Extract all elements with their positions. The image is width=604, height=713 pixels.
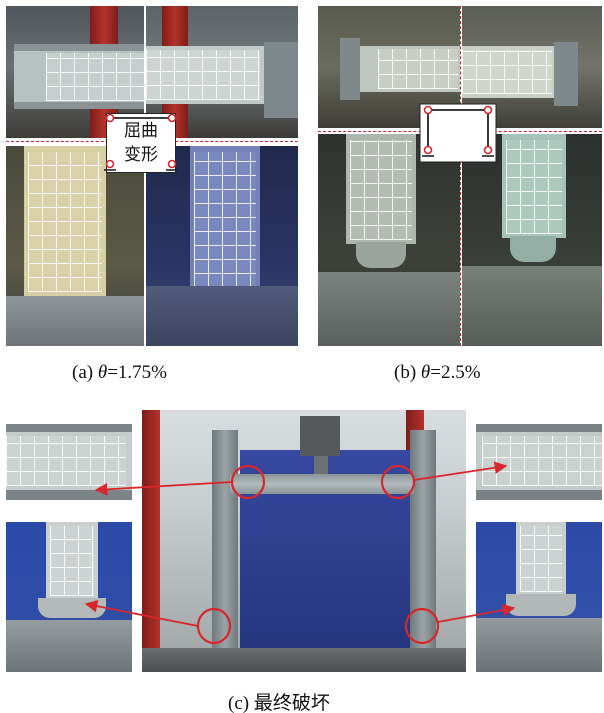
- photo-c-column-left: [6, 522, 132, 672]
- dash-line-b-vertical: [460, 6, 461, 346]
- photo-b-column-left: [318, 134, 460, 346]
- base-plate: [462, 266, 602, 346]
- actuator: [300, 416, 340, 456]
- test-column-right: [410, 430, 436, 654]
- photo-a-column-right: [146, 146, 298, 346]
- buckling-callout: 屈曲 变形: [106, 113, 176, 173]
- base-plate: [6, 296, 144, 346]
- red-column-left: [142, 410, 160, 672]
- end-plate: [264, 42, 298, 118]
- caption-c: (c) 最终破坏: [228, 693, 330, 713]
- photo-a-column-left: [6, 146, 144, 346]
- photo-c-column-right: [476, 522, 602, 672]
- photo-b-beam-right: [462, 6, 602, 128]
- callout-line-1: 屈曲: [124, 121, 158, 141]
- caption-b: (b) θ=2.5%: [394, 362, 481, 383]
- photo-c-main-frame: [142, 410, 466, 672]
- test-beam: [230, 474, 414, 494]
- base-plate: [318, 272, 460, 346]
- photo-b-beam-left: [318, 6, 460, 128]
- local-buckling: [356, 242, 406, 268]
- test-column-left: [212, 430, 238, 654]
- base-plate: [146, 286, 298, 346]
- ground-beam: [142, 648, 466, 672]
- photo-c-beam-right: [476, 424, 602, 500]
- photo-c-beam-left: [6, 424, 132, 500]
- callout-line-2: 变形: [124, 145, 158, 165]
- local-buckling: [510, 236, 556, 262]
- caption-a: (a) θ=1.75%: [72, 362, 167, 383]
- photo-b-column-right: [462, 134, 602, 346]
- photo-a-beam-left: [6, 6, 144, 138]
